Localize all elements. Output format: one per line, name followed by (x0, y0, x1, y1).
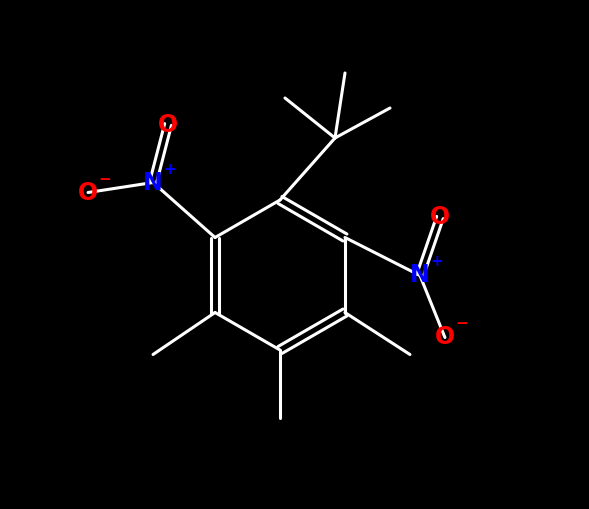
Text: +: + (430, 254, 443, 269)
Text: N: N (410, 264, 430, 288)
Text: O: O (158, 112, 178, 136)
Text: O: O (435, 325, 455, 350)
Text: −: − (98, 172, 111, 186)
Text: N: N (143, 171, 163, 194)
Text: O: O (78, 181, 98, 205)
Text: +: + (163, 161, 176, 177)
Text: O: O (430, 206, 450, 230)
Text: −: − (455, 317, 468, 331)
